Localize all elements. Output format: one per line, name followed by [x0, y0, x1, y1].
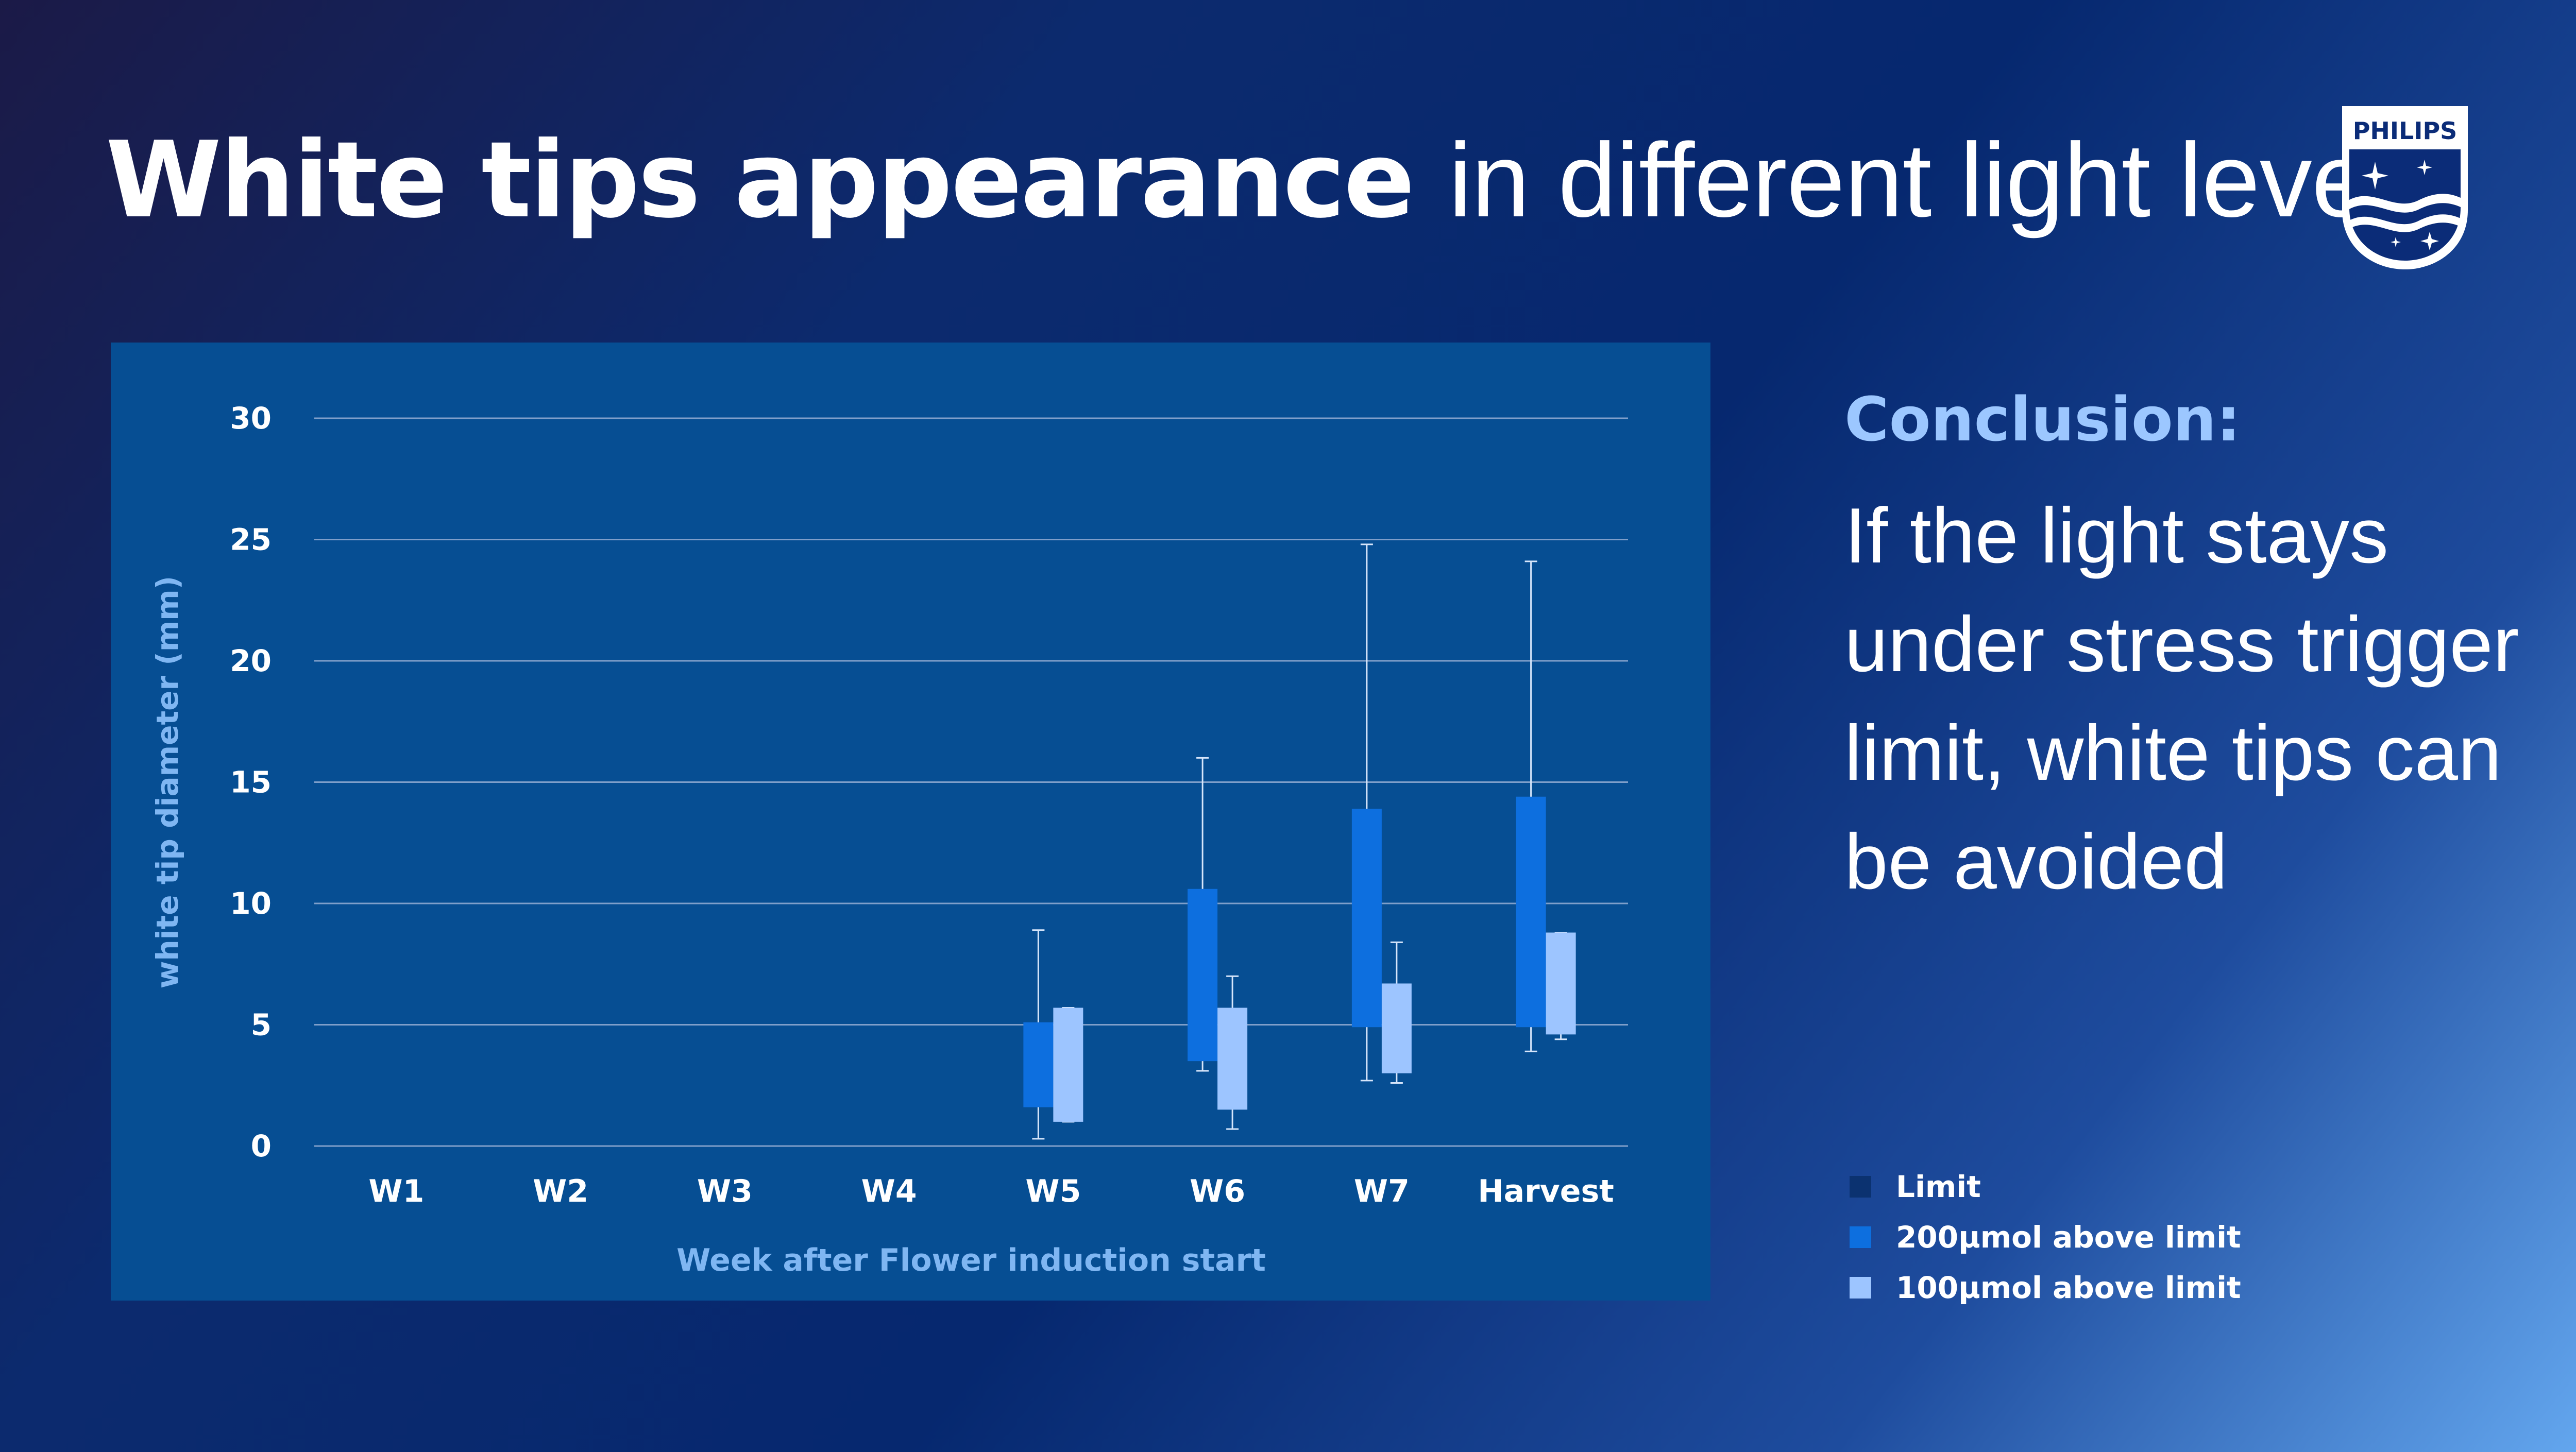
box-200umol [1023, 1022, 1054, 1107]
box-100umol [1546, 932, 1576, 1035]
x-tick-label: W2 [533, 1173, 588, 1209]
x-tick-label: Harvest [1478, 1173, 1614, 1209]
x-tick-label: W7 [1354, 1173, 1410, 1209]
box-100umol [1053, 1007, 1083, 1122]
conclusion-heading: Conclusion: [1844, 384, 2241, 455]
title-bold-part: White tips appearance [106, 119, 1415, 242]
legend-label-200umol: 200µmol above limit [1896, 1220, 2241, 1255]
title-regular-part: in different light levels [1448, 122, 2445, 239]
philips-shield-logo: PHILIPS [2342, 106, 2468, 269]
box-200umol [1351, 809, 1382, 1028]
y-tick-label: 15 [230, 765, 272, 800]
x-tick-label: W3 [697, 1173, 753, 1209]
chart-legend: Limit 200µmol above limit 100µmol above … [1850, 1161, 2241, 1313]
legend-swatch-100umol [1850, 1277, 1871, 1299]
y-tick-label: 0 [251, 1129, 272, 1164]
philips-wordmark: PHILIPS [2353, 117, 2458, 145]
y-axis-title: white tip diameter (mm) [150, 576, 185, 988]
legend-label-100umol: 100µmol above limit [1896, 1270, 2241, 1305]
y-tick-label: 25 [230, 522, 272, 557]
box-200umol [1516, 796, 1546, 1028]
legend-label-limit: Limit [1896, 1169, 1981, 1204]
x-axis-title: Week after Flower induction start [676, 1242, 1266, 1278]
legend-item-100umol: 100µmol above limit [1850, 1262, 2241, 1313]
chart-panel: 0 5 10 15 20 25 30 W1 W2 W3 W4 W5 W6 W7 Harvest Week af… [111, 343, 1710, 1301]
x-tick-label: W5 [1025, 1173, 1081, 1209]
legend-item-200umol: 200µmol above limit [1850, 1212, 2241, 1262]
y-tick-label: 5 [251, 1007, 272, 1043]
x-tick-label: W1 [368, 1173, 424, 1209]
legend-swatch-200umol [1850, 1226, 1871, 1248]
legend-item-limit: Limit [1850, 1161, 2241, 1212]
x-tick-label: W6 [1190, 1173, 1245, 1209]
y-tick-label: 30 [230, 401, 272, 436]
page-title: White tips appearance in different light… [106, 118, 2445, 243]
conclusion-body: If the light stays under stress trigger … [1844, 492, 2519, 906]
y-tick-label: 20 [230, 643, 272, 678]
y-tick-label: 10 [230, 886, 272, 921]
box-200umol [1188, 889, 1218, 1062]
x-tick-label: W4 [861, 1173, 917, 1209]
box-100umol [1381, 983, 1412, 1073]
box-100umol [1217, 1007, 1248, 1110]
legend-swatch-limit [1850, 1176, 1871, 1198]
box-plot-chart: 0 5 10 15 20 25 30 W1 W2 W3 W4 W5 W6 W7 Harvest Week af… [150, 401, 1628, 1278]
